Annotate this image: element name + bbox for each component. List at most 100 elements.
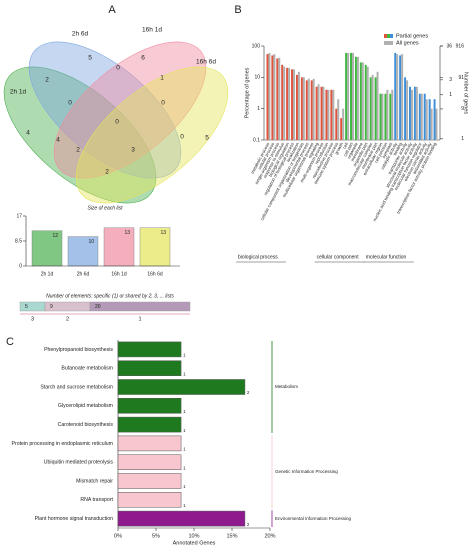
partial-bar bbox=[404, 77, 407, 140]
size-label: 2h 1d bbox=[41, 271, 54, 277]
all-bar bbox=[425, 99, 428, 140]
panel-label: A bbox=[108, 4, 116, 16]
category-label: binding bbox=[392, 141, 403, 156]
partial-bar bbox=[345, 52, 348, 140]
partial-bar bbox=[286, 67, 289, 140]
all-bar bbox=[415, 86, 418, 140]
legend-swatch bbox=[390, 34, 393, 38]
all-bar bbox=[293, 69, 295, 140]
count-label: 1 bbox=[183, 428, 186, 433]
count-label: 1 bbox=[183, 465, 186, 470]
bar bbox=[117, 454, 182, 470]
all-bar bbox=[401, 54, 404, 141]
partial-bar bbox=[310, 80, 313, 140]
partial-bar bbox=[428, 99, 431, 140]
region-count: 0 bbox=[180, 134, 184, 141]
all-bar bbox=[386, 89, 389, 140]
all-bar bbox=[322, 86, 325, 140]
y2-tick-label: 1 bbox=[449, 92, 452, 98]
region-count: 1 bbox=[160, 75, 164, 82]
region-count: 0 bbox=[115, 119, 119, 126]
partial-bar bbox=[354, 56, 357, 140]
all-bar bbox=[366, 66, 369, 140]
region-count: 5 bbox=[88, 55, 92, 62]
region-count: 0 bbox=[116, 65, 120, 72]
partial-bar bbox=[330, 89, 333, 140]
count-label: 2 bbox=[247, 390, 250, 395]
legend-label: All genes bbox=[396, 40, 419, 46]
size-value: 10 bbox=[88, 239, 94, 245]
partial-bar bbox=[369, 77, 372, 140]
size-value: 13 bbox=[160, 230, 166, 236]
y3-tick-label: 1 bbox=[461, 136, 464, 142]
size-value: 13 bbox=[124, 230, 130, 236]
set-ellipse bbox=[28, 41, 182, 179]
size-title: Size of each list bbox=[87, 205, 123, 211]
count-label: 1 bbox=[183, 447, 186, 452]
x-tick-label: 15% bbox=[226, 533, 237, 539]
partial-bar bbox=[394, 52, 397, 140]
partial-bar bbox=[320, 86, 323, 140]
partial-bar bbox=[325, 89, 328, 140]
category-label: growth bbox=[334, 141, 345, 155]
y3-tick-label: 9 bbox=[461, 106, 464, 112]
category-label: cell bbox=[342, 142, 349, 150]
partial-bar bbox=[413, 86, 416, 140]
count-label: 1 bbox=[183, 503, 186, 508]
all-bar bbox=[342, 108, 345, 140]
set-ellipse bbox=[53, 41, 207, 179]
all-bar bbox=[361, 62, 364, 141]
shared-level: 2 bbox=[66, 316, 69, 322]
bar bbox=[117, 492, 182, 508]
partial-bar bbox=[295, 74, 298, 140]
all-bar bbox=[371, 74, 374, 140]
x-tick-label: 10% bbox=[188, 533, 199, 539]
partial-bar bbox=[359, 62, 362, 141]
set-label: 16h 6d bbox=[196, 59, 216, 66]
domain-label: cellular component bbox=[317, 254, 360, 260]
y3-tick-label: 91 bbox=[458, 75, 464, 81]
set-label: 16h 1d bbox=[142, 27, 162, 34]
all-bar bbox=[337, 99, 340, 140]
count-label: 1 bbox=[183, 409, 186, 414]
all-bar bbox=[410, 89, 413, 140]
partial-bar bbox=[340, 118, 343, 140]
bar bbox=[117, 435, 182, 452]
all-bar bbox=[288, 67, 291, 140]
count-label: 1 bbox=[183, 353, 186, 358]
set-ellipse bbox=[3, 66, 157, 204]
y2-axis-title: Number of genes bbox=[463, 72, 469, 114]
region-count: 2 bbox=[76, 147, 80, 154]
partial-bar bbox=[281, 64, 284, 140]
region-count: 6 bbox=[141, 55, 145, 62]
region-count: 0 bbox=[68, 100, 72, 107]
partial-bar bbox=[335, 108, 338, 140]
region-count: 0 bbox=[161, 100, 165, 107]
set-label: 2h 1d bbox=[10, 89, 27, 96]
partial-bar bbox=[266, 54, 269, 141]
category-label: Starch and sucrose metabolism bbox=[40, 384, 113, 390]
category-label: Mismatch repair bbox=[76, 478, 113, 484]
shared-count: 20 bbox=[95, 304, 101, 310]
all-bar bbox=[430, 108, 433, 140]
size-label: 2h 6d bbox=[77, 271, 90, 277]
count-label: 1 bbox=[183, 371, 186, 376]
set-ellipse bbox=[75, 66, 229, 204]
all-bar bbox=[317, 84, 320, 140]
all-bar bbox=[356, 56, 359, 140]
category-label: Carotenoid biosynthesis bbox=[58, 422, 114, 428]
group-label: Environmental Information Processing bbox=[275, 516, 352, 521]
shared-level: 3 bbox=[31, 316, 34, 322]
bar bbox=[117, 398, 182, 414]
partial-bar bbox=[409, 86, 411, 140]
partial-bar bbox=[315, 86, 318, 140]
category-label: Plant hormone signal transduction bbox=[35, 516, 114, 522]
y3-tick-label: 916 bbox=[456, 43, 465, 49]
partial-bar bbox=[350, 52, 352, 140]
partial-bar bbox=[276, 58, 279, 140]
category-label: Butanoate metabolism bbox=[61, 366, 113, 372]
all-bar bbox=[352, 52, 354, 140]
all-bar bbox=[420, 93, 423, 140]
x-tick-label: 0% bbox=[114, 533, 122, 539]
